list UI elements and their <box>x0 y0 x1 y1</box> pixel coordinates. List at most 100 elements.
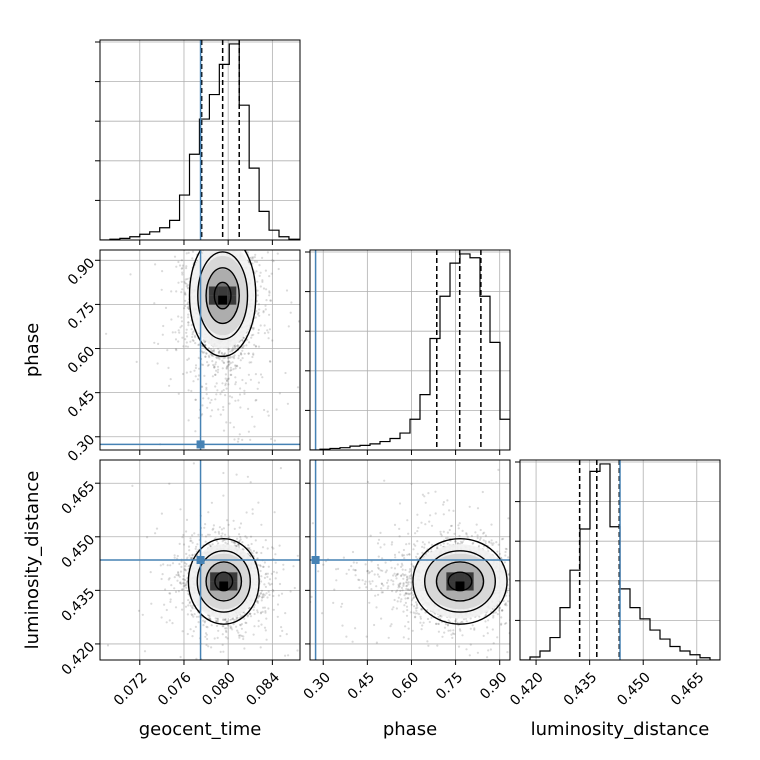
sample-point <box>194 398 197 401</box>
sample-point <box>236 537 239 540</box>
sample-point <box>207 354 210 357</box>
sample-point <box>284 612 287 615</box>
sample-point <box>264 308 267 311</box>
sample-point <box>233 527 236 531</box>
sample-point <box>247 430 250 433</box>
sample-point <box>286 402 289 405</box>
sample-point <box>170 318 173 321</box>
sample-point <box>222 357 225 360</box>
sample-point <box>173 587 176 590</box>
sample-point <box>171 622 174 625</box>
sample-point <box>188 602 191 605</box>
sample-point <box>262 287 266 290</box>
sample-point <box>194 364 198 367</box>
sample-point <box>235 544 238 548</box>
sample-point <box>199 247 201 249</box>
sample-point <box>197 343 200 347</box>
sample-point <box>174 331 177 334</box>
sample-point <box>168 577 171 580</box>
sample-point <box>193 532 196 535</box>
sample-point <box>263 606 266 609</box>
sample-point <box>214 242 216 244</box>
sample-point <box>240 215 242 217</box>
sample-point <box>229 356 232 359</box>
sample-point <box>217 542 220 545</box>
sample-point <box>287 325 290 328</box>
sample-point <box>244 535 247 538</box>
sample-point <box>222 361 225 364</box>
sample-point <box>250 334 253 337</box>
sample-point <box>306 545 308 547</box>
sample-point <box>267 565 270 568</box>
sample-point <box>184 605 188 608</box>
sample-point <box>227 356 230 359</box>
sample-point <box>187 565 190 568</box>
sample-point <box>205 388 208 391</box>
sample-point <box>177 571 180 574</box>
sample-point <box>265 617 268 620</box>
sample-point <box>276 712 278 714</box>
sample-point <box>207 227 209 229</box>
sample-point <box>186 590 189 593</box>
sample-point <box>224 377 227 380</box>
sample-point <box>155 187 157 189</box>
sample-point <box>179 581 182 584</box>
sample-point <box>257 311 260 314</box>
sample-point <box>137 609 141 612</box>
sample-point <box>225 247 227 249</box>
sample-point <box>211 349 214 352</box>
sample-point <box>210 409 214 412</box>
sample-point <box>232 519 235 522</box>
sample-point <box>185 331 188 334</box>
sample-point <box>256 557 259 560</box>
sample-point <box>190 613 193 616</box>
sample-point <box>183 291 187 294</box>
sample-point <box>187 305 190 308</box>
sample-point <box>219 393 222 396</box>
sample-point <box>259 285 262 288</box>
sample-point <box>187 545 191 548</box>
sample-point <box>248 607 251 610</box>
sample-point <box>207 363 210 366</box>
sample-point <box>274 213 276 215</box>
sample-point <box>212 244 214 246</box>
sample-point <box>215 393 218 396</box>
sample-point <box>185 265 188 268</box>
sample-point <box>282 563 285 566</box>
sample-point <box>198 367 201 370</box>
sample-point <box>185 552 188 556</box>
sample-point <box>189 340 192 343</box>
sample-point <box>252 220 254 222</box>
sample-point <box>177 281 180 284</box>
sample-point <box>232 234 234 236</box>
sample-point <box>193 334 196 337</box>
sample-point <box>251 512 254 515</box>
sample-point <box>195 545 198 548</box>
sample-point <box>177 392 180 395</box>
sample-point <box>201 197 203 199</box>
sample-point <box>222 389 225 392</box>
sample-point <box>157 342 160 345</box>
sample-point <box>265 125 267 127</box>
sample-point <box>271 259 274 262</box>
sample-point <box>263 583 266 586</box>
sample-point <box>186 247 188 249</box>
sample-point <box>222 618 225 621</box>
sample-point <box>220 242 222 244</box>
sample-point <box>261 280 264 283</box>
sample-point <box>261 546 265 549</box>
sample-point <box>185 371 188 374</box>
sample-point <box>233 618 236 622</box>
sample-point <box>206 205 208 207</box>
sample-point <box>186 556 189 559</box>
sample-point <box>223 352 226 356</box>
sample-point <box>253 425 256 428</box>
sample-point <box>170 209 172 211</box>
sample-point <box>216 207 218 209</box>
sample-point <box>276 615 279 618</box>
sample-point <box>253 612 256 616</box>
sample-point <box>221 513 223 515</box>
sample-point <box>225 387 228 390</box>
sample-point <box>228 535 231 538</box>
sample-point <box>252 333 255 336</box>
